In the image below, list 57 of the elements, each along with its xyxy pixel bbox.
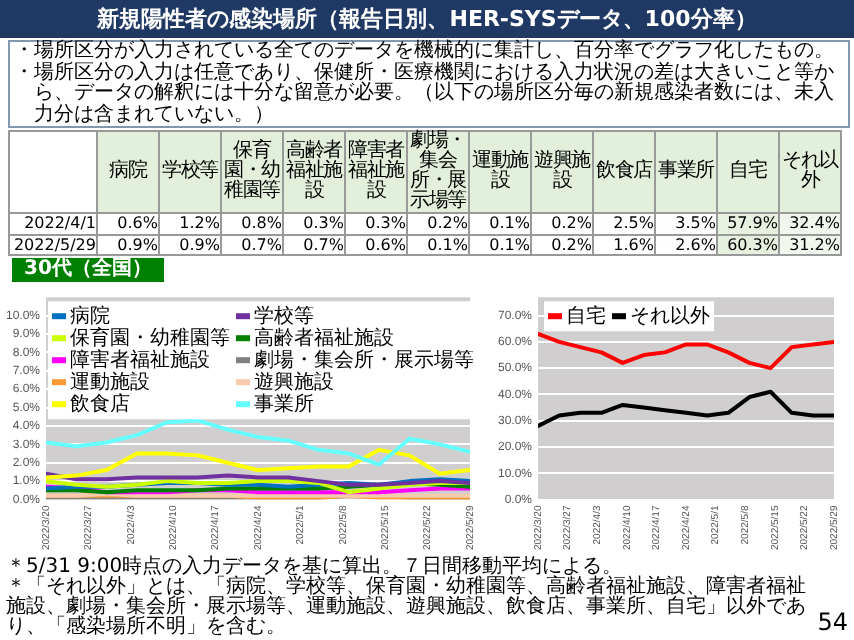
data-label: 32.4% [779, 213, 841, 234]
data-label: 0.2% [531, 234, 593, 255]
data-label: 0.1% [407, 234, 469, 255]
data-label: 3.5% [655, 213, 717, 234]
data-label: 31.2% [779, 234, 841, 255]
legend-label: 保育園・幼稚園等 [70, 326, 231, 351]
legend-label: 飲食店 [70, 392, 131, 417]
legend-label: 障害者福祉施設 [70, 348, 211, 373]
legend-label: 劇場・集会所・展示場等 [254, 348, 475, 373]
x-tick-label: 障害者福祉施設 [345, 131, 407, 213]
data-label: 1.2% [159, 213, 221, 234]
x-tick-label: 遊興施設 [531, 131, 593, 213]
data-label: 0.7% [221, 234, 283, 255]
legend-label: 自宅 [566, 304, 607, 329]
x-tick-label: 自宅 [717, 131, 779, 213]
data-label: 60.3% [717, 234, 779, 255]
data-label: 2.5% [593, 213, 655, 234]
y-tick-label: 2022/5/29 [9, 234, 97, 255]
text: ・場所区分の入力は任意であり、保健所・医療機関における入力状況の差は大きいこと等から、データの解釈には十分な留意が必要。（以下の場所区分毎の新規感染者数には、未入力分は含まれていない。） [14, 61, 836, 126]
legend-label: 学校等 [254, 304, 315, 329]
data-label: 0.3% [283, 213, 345, 234]
x-tick-label: 保育園・幼稚園等 [221, 131, 283, 213]
x-tick-label: それ以外 [779, 131, 841, 213]
data-label: 0.1% [469, 234, 531, 255]
text: 54 [817, 608, 848, 636]
data-label: 0.2% [531, 213, 593, 234]
y-tick-label: 2022/4/1 [9, 213, 97, 234]
legend-label: 高齢者福祉施設 [254, 326, 395, 351]
data-label: 0.8% [221, 213, 283, 234]
data-label: 0.1% [469, 213, 531, 234]
legend-label: 病院 [70, 304, 111, 329]
data-label: 0.9% [159, 234, 221, 255]
data-label: 0.3% [345, 213, 407, 234]
data-label: 57.9% [717, 213, 779, 234]
data-label: 2.6% [655, 234, 717, 255]
x-tick-label: 劇場・集会所・展示場等 [407, 130, 469, 213]
x-tick-label: 飲食店 [593, 131, 655, 213]
x-tick-label: 高齢者福祉施設 [283, 131, 345, 213]
x-tick-label: 学校等 [159, 131, 221, 213]
x-tick-label: 運動施設 [469, 131, 531, 213]
data-label: 0.6% [345, 234, 407, 255]
data-label: 0.6% [97, 213, 159, 234]
legend-label: それ以外 [630, 304, 711, 329]
data-label: 0.2% [407, 213, 469, 234]
legend-label: 遊興施設 [254, 370, 335, 395]
data-label: 0.7% [283, 234, 345, 255]
x-tick-label: 病院 [97, 131, 159, 213]
data-label: 0.9% [97, 234, 159, 255]
text: ・場所区分が入力されている全てのデータを機械的に集計し、百分率でグラフ化したもの。 [14, 40, 836, 62]
text: ＊5/31 9:00時点の入力データを基に算出。７日間移動平均による。 [6, 556, 623, 578]
text: 30代（全国） [12, 258, 164, 282]
text: ＊「それ以外」とは、「病院、学校等、保育園・幼稚園等、高齢者福祉施設、障害者福祉施設、劇場・集会所・展示場等、運動施設、遊興施設、飲食店、事業所、自宅」以外であり、「感染場所不明」を含む。 [6, 576, 808, 638]
x-tick-label: 事業所 [655, 131, 717, 213]
legend-label: 運動施設 [70, 370, 151, 395]
legend-label: 事業所 [254, 392, 315, 417]
data-label: 1.6% [593, 234, 655, 255]
text: 新規陽性者の感染場所（報告日別、HER-SYSデータ、100分率） [0, 0, 854, 38]
